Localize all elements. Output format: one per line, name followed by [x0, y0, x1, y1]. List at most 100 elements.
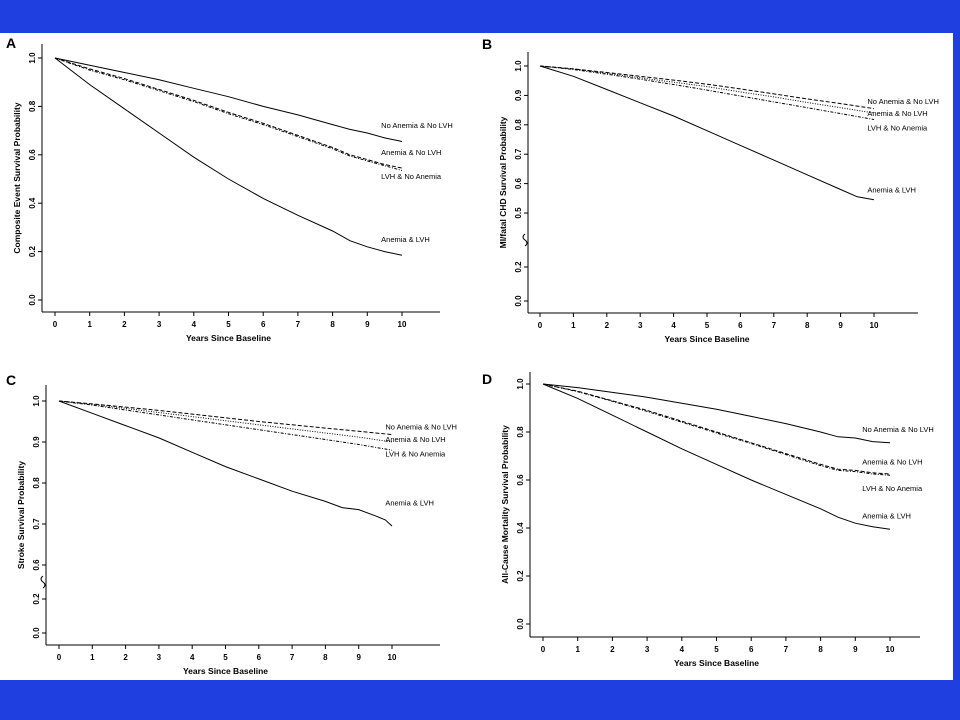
x-tick-label: 10 — [398, 320, 407, 329]
x-tick-label: 7 — [772, 321, 777, 330]
y-tick-label: 0.6 — [28, 149, 37, 161]
x-tick-label: 2 — [610, 645, 615, 654]
x-tick-label: 8 — [323, 653, 328, 662]
series-line-1 — [539, 65, 875, 110]
x-tick-label: 6 — [261, 320, 266, 329]
y-tick-label: 0.6 — [516, 474, 525, 486]
y-tick-label: 1.0 — [28, 52, 37, 64]
series-annotation: No Anemia & No LVH — [381, 121, 453, 130]
x-tick-label: 3 — [157, 653, 162, 662]
x-tick-label: 8 — [330, 320, 335, 329]
x-tick-label: 9 — [838, 321, 843, 330]
series-annotation: No Anemia & No LVH — [867, 97, 939, 106]
x-tick-label: 1 — [87, 320, 92, 329]
x-tick-label: 5 — [223, 653, 228, 662]
y-tick-label: 0.8 — [32, 477, 41, 489]
y-tick-label: 0.2 — [32, 593, 41, 605]
x-axis-title: Years Since Baseline — [183, 666, 268, 676]
series-line-4 — [542, 383, 891, 530]
series-line-4 — [54, 57, 403, 256]
y-tick-label: 0.4 — [28, 197, 37, 209]
series-annotation: LVH & No Anemia — [381, 172, 442, 181]
x-tick-label: 6 — [738, 321, 743, 330]
series-line-1 — [54, 57, 403, 142]
x-tick-label: 2 — [123, 653, 128, 662]
series-line-4 — [58, 400, 393, 527]
x-tick-label: 9 — [853, 645, 858, 654]
y-axis-title: All-Cause Mortality Survival Probability — [500, 425, 510, 584]
chart-panel-c: C 0 1 2 3 4 5 6 7 8 9 10 0.0 0.2 0.6 0.7 0.8 0.9 1.0 Years … — [6, 372, 457, 676]
x-tick-label: 3 — [157, 320, 162, 329]
series-line-3 — [539, 65, 875, 120]
x-tick-label: 10 — [886, 645, 895, 654]
x-tick-label: 4 — [680, 645, 685, 654]
x-tick-label: 8 — [805, 321, 810, 330]
y-tick-label: 0.6 — [514, 177, 523, 189]
x-tick-label: 1 — [575, 645, 580, 654]
y-tick-label: 1.0 — [514, 60, 523, 72]
series-line-2 — [54, 57, 403, 169]
series-line-1 — [58, 400, 393, 436]
x-tick-label: 4 — [671, 321, 676, 330]
series-line-1 — [542, 383, 891, 444]
series-line-3 — [54, 57, 403, 171]
x-tick-label: 4 — [192, 320, 197, 329]
x-tick-label: 2 — [605, 321, 610, 330]
x-tick-label: 3 — [638, 321, 643, 330]
y-tick-label: 0.9 — [32, 436, 41, 448]
series-line-3 — [542, 383, 891, 476]
x-tick-label: 7 — [290, 653, 295, 662]
y-tick-label: 0.8 — [516, 426, 525, 438]
series-line-2 — [542, 383, 891, 475]
y-axis-title: Composite Event Survival Probability — [12, 102, 22, 253]
y-tick-label: 0.0 — [28, 294, 37, 306]
y-tick-label: 0.2 — [28, 245, 37, 257]
series-annotation: Anemia & No LVH — [867, 109, 927, 118]
x-tick-label: 7 — [784, 645, 789, 654]
series-annotation: Anemia & No LVH — [862, 457, 922, 466]
x-tick-label: 0 — [57, 653, 62, 662]
x-tick-label: 1 — [571, 321, 576, 330]
figure-area — [0, 33, 953, 680]
x-tick-label: 0 — [541, 645, 546, 654]
y-axis-title: Stroke Survival Probability — [16, 461, 26, 569]
y-tick-label: 0.2 — [516, 570, 525, 582]
series-line-2 — [539, 65, 875, 114]
series-annotation: Anemia & LVH — [381, 235, 430, 244]
y-tick-label: 1.0 — [32, 395, 41, 407]
series-annotation: LVH & No Anemia — [867, 124, 928, 133]
x-tick-label: 8 — [818, 645, 823, 654]
chart-panel-b: B 0 1 2 3 4 5 6 7 8 9 10 0.0 0.2 0.5 0.6 0.7 0.8 0.9 1.0 Yea… — [482, 36, 939, 344]
x-tick-label: 9 — [365, 320, 370, 329]
series-line-4 — [539, 65, 875, 201]
y-tick-label: 0.6 — [32, 559, 41, 571]
axis-break-mark — [522, 233, 528, 247]
x-tick-label: 6 — [749, 645, 754, 654]
series-annotation: Anemia & LVH — [867, 185, 916, 194]
x-tick-label: 5 — [705, 321, 710, 330]
series-annotation: LVH & No Anemia — [862, 484, 923, 493]
y-tick-label: 0.0 — [516, 618, 525, 630]
chart-panel-a: A 0 1 2 3 4 5 6 7 8 9 10 0.0 0.2 0.4 0.6 0.8 1.0 Years Sin… — [6, 35, 453, 343]
x-tick-label: 10 — [388, 653, 397, 662]
y-tick-label: 0.5 — [514, 207, 523, 219]
x-axis-title: Years Since Baseline — [186, 333, 271, 343]
x-tick-label: 3 — [645, 645, 650, 654]
y-tick-label: 0.8 — [28, 100, 37, 112]
y-tick-label: 0.4 — [516, 522, 525, 534]
series-line-2 — [58, 400, 393, 443]
series-annotation: Anemia & No LVH — [385, 435, 445, 444]
x-tick-label: 6 — [257, 653, 262, 662]
y-tick-label: 0.7 — [514, 148, 523, 160]
series-annotation: Anemia & No LVH — [381, 148, 441, 157]
y-tick-label: 0.7 — [32, 518, 41, 530]
panel-label: A — [6, 35, 16, 51]
series-annotation: LVH & No Anemia — [385, 449, 446, 458]
y-tick-label: 0.0 — [32, 627, 41, 639]
x-axis-title: Years Since Baseline — [674, 658, 759, 668]
y-tick-label: 0.8 — [514, 119, 523, 131]
y-axis-title: MI/fatal CHD Survival Probability — [498, 116, 508, 248]
series-annotation: Anemia & LVH — [862, 511, 911, 520]
panel-label: B — [482, 36, 492, 52]
